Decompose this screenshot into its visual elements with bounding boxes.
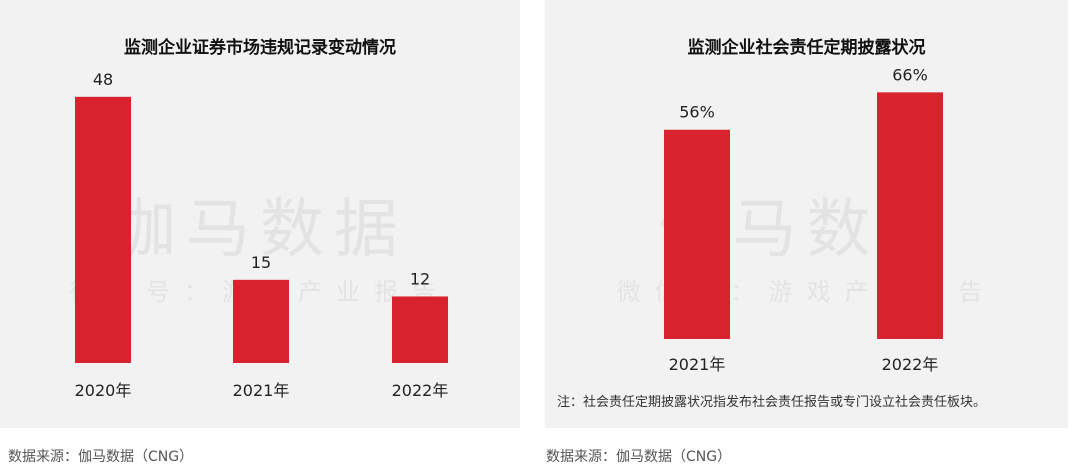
- chart-title: 监测企业社会责任定期披露状况: [687, 38, 926, 58]
- data-label: 15: [251, 253, 271, 272]
- data-label: 66%: [892, 65, 928, 84]
- data-label: 12: [410, 269, 430, 288]
- bar-chart-right: 56% 2021年 66% 2022年: [664, 65, 943, 374]
- chart-panel-left: 伽马数据 微信号：游戏产业报告 监测企业证券市场违规记录变动情况 482020年…: [0, 0, 520, 428]
- category-label: 2022年: [392, 381, 449, 400]
- bar: [877, 92, 943, 339]
- chart-note: 注：社会责任定期披露状况指发布社会责任报告或专门设立社会责任板块。: [557, 395, 987, 410]
- bar: [664, 129, 730, 339]
- data-source-right: 数据来源：伽马数据（CNG）: [546, 449, 732, 465]
- bar: [392, 296, 448, 363]
- category-label: 2022年: [882, 355, 939, 374]
- category-label: 2021年: [233, 381, 290, 400]
- category-label: 2020年: [75, 381, 132, 400]
- chart-panel-right: 伽马数据 微信号：游戏产业报告 监测企业社会责任定期披露状况 56% 2021年 6…: [545, 0, 1068, 428]
- category-label: 2021年: [669, 355, 726, 374]
- bar-chart-left: 48 2020年 15 2021年 12 2022年: [75, 70, 449, 400]
- data-source-left: 数据来源：伽马数据（CNG）: [8, 449, 194, 465]
- data-label: 56%: [679, 103, 715, 122]
- chart-title: 监测企业证券市场违规记录变动情况: [124, 38, 396, 58]
- data-label: 48: [93, 70, 113, 89]
- bar: [75, 96, 131, 364]
- bar: [233, 279, 289, 363]
